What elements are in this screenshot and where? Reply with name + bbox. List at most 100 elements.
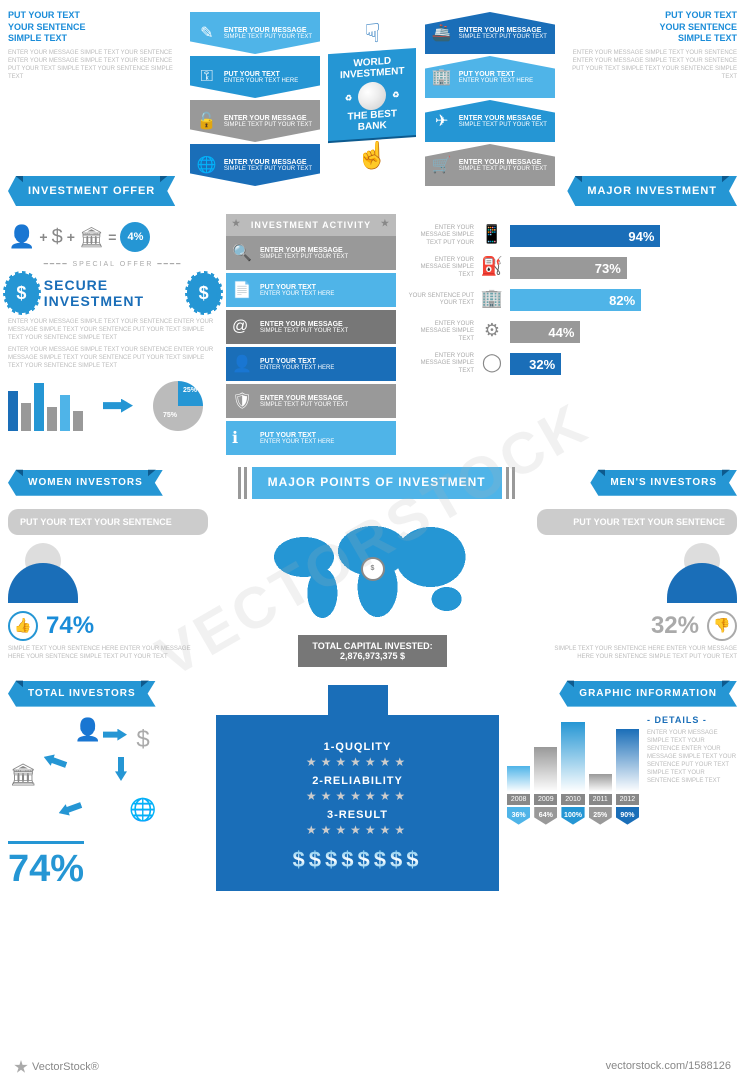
seal-icon: $	[8, 276, 36, 310]
pie-chart: 25% 75%	[153, 381, 203, 431]
top-section: PUT YOUR TEXTYOUR SENTENCESIMPLE TEXT EN…	[0, 0, 745, 186]
ribbon-major: MAJOR INVESTMENT	[567, 176, 737, 206]
chevron-item: ✎ENTER YOUR MESSAGESIMPLE TEXT PUT YOUR …	[190, 12, 320, 54]
activity-item: 🔍ENTER YOUR MESSAGESIMPLE TEXT PUT YOUR …	[226, 236, 396, 270]
flow-diagram: 👤 $ 🏛 🌐	[8, 715, 168, 835]
building-icon: 🏛	[79, 225, 104, 250]
chevron-icon: 🔓	[196, 110, 218, 132]
hand-up-icon: ☝	[356, 140, 388, 171]
mid-center: INVESTMENT ACTIVITY 🔍ENTER YOUR MESSAGES…	[226, 214, 396, 455]
activity-header: INVESTMENT ACTIVITY	[226, 214, 396, 236]
filler-text: SIMPLE TEXT YOUR SENTENCE HERE ENTER YOU…	[537, 645, 737, 661]
mid-right: ENTER YOUR MESSAGE SIMPLE TEXT PUT YOUR📱…	[404, 214, 737, 455]
globe-person-icon: 🌐	[128, 795, 158, 825]
year-chart: 200836%200964%2010100%201125%201290%	[507, 725, 639, 825]
filler-text: ENTER YOUR MESSAGE SIMPLE TEXT YOUR SENT…	[8, 346, 218, 370]
chevron-item: 🚢ENTER YOUR MESSAGESIMPLE TEXT PUT YOUR …	[425, 12, 555, 54]
chevron-list-right: 🚢ENTER YOUR MESSAGESIMPLE TEXT PUT YOUR …	[425, 12, 555, 186]
chevron-icon: 🛒	[431, 154, 453, 176]
filler-text: ENTER YOUR MESSAGE SIMPLE TEXT YOUR SENT…	[563, 49, 737, 81]
major-points-box: MAJOR POINTS OF INVESTMENT	[252, 467, 502, 499]
year-col: 201290%	[616, 729, 639, 825]
men-pct: 32% 👎	[537, 611, 737, 641]
chevron-item: 🛒ENTER YOUR MESSAGESIMPLE TEXT PUT YOUR …	[425, 144, 555, 186]
activity-icon: 👤	[232, 354, 252, 374]
seal-icon: $	[190, 276, 218, 310]
row-icon: ⛽	[480, 256, 504, 280]
ribbon-men: MEN'S INVESTORS	[590, 470, 737, 496]
arrow-icon	[103, 399, 133, 413]
quality-row: 3-RESULT★★★★★★★	[226, 809, 489, 837]
chevron-icon: ✎	[196, 22, 218, 44]
women-pct: 👍 74%	[8, 611, 208, 641]
mini-charts: 25% 75%	[8, 381, 218, 431]
chevron-item: ⚿PUT YOUR TEXTENTER YOUR TEXT HERE	[190, 56, 320, 98]
filler-text: ENTER YOUR MESSAGE SIMPLE TEXT YOUR SENT…	[8, 49, 182, 81]
ribbon-graphic: GRAPHIC INFORMATION	[559, 681, 737, 707]
secure-row: $ SECURE INVESTMENT $	[8, 276, 218, 310]
chevron-icon: 🏢	[431, 66, 453, 88]
activity-item: ℹPUT YOUR TEXTENTER YOUR TEXT HERE	[226, 421, 396, 455]
year-col: 201125%	[589, 774, 612, 825]
globe-icon	[359, 81, 387, 111]
activity-item: 👤PUT YOUR TEXTENTER YOUR TEXT HERE	[226, 347, 396, 381]
person-icon: 👤	[8, 224, 35, 250]
bot-left: 👤 $ 🏛 🌐 74%	[8, 715, 208, 891]
ribbon-total: TOTAL INVESTORS	[8, 681, 156, 707]
special-offer: ━━━━ SPECIAL OFFER ━━━━	[8, 260, 218, 268]
ribbon-row-2: WOMEN INVESTORS MAJOR POINTS OF INVESTME…	[0, 467, 745, 499]
chevron-item: 🔓ENTER YOUR MESSAGESIMPLE TEXT PUT YOUR …	[190, 100, 320, 142]
activity-item: @ENTER YOUR MESSAGESIMPLE TEXT PUT YOUR …	[226, 310, 396, 344]
header-text-left: PUT YOUR TEXTYOUR SENTENCESIMPLE TEXT	[8, 10, 182, 45]
chevron-icon: ⚿	[196, 66, 218, 88]
row-icon: ⚙	[480, 320, 504, 344]
mid-left: 👤+ $+ 🏛= 4% ━━━━ SPECIAL OFFER ━━━━ $ SE…	[8, 214, 218, 455]
chevron-list-left: ✎ENTER YOUR MESSAGESIMPLE TEXT PUT YOUR …	[190, 12, 320, 186]
ribbon-row-1: INVESTMENT OFFER MAJOR INVESTMENT	[0, 176, 745, 206]
activity-icon: @	[232, 318, 248, 336]
dollar-icon: $	[128, 725, 158, 755]
top-right-col: PUT YOUR TEXTYOUR SENTENCESIMPLE TEXT EN…	[563, 10, 737, 186]
pct-badge: 4%	[120, 222, 150, 252]
bot-right: 200836%200964%2010100%201125%201290% - D…	[507, 715, 737, 891]
year-col: 200836%	[507, 766, 530, 824]
details-header: - DETAILS -	[647, 715, 737, 725]
quality-row: 2-RELIABILITY★★★★★★★	[226, 775, 489, 803]
activity-icon: 🔍	[232, 243, 252, 263]
year-col: 2010100%	[561, 722, 584, 825]
chevron-icon: 🌐	[196, 154, 218, 176]
coin-icon: $	[361, 557, 385, 581]
speech-bubble: PUT YOUR TEXT YOUR SENTENCE	[537, 509, 737, 535]
filler-text: SIMPLE TEXT YOUR SENTENCE HERE ENTER YOU…	[8, 645, 208, 661]
dollar-icon: $	[52, 226, 63, 249]
bottom-section: 👤 $ 🏛 🌐 74% 1-QUQLITY★★★★★★★2-RELIABILIT…	[0, 707, 745, 899]
brand: VectorStock®	[14, 1060, 99, 1074]
percent-row: ENTER YOUR MESSAGE SIMPLE TEXT⚙44%	[404, 320, 737, 344]
percent-row: ENTER YOUR MESSAGE SIMPLE TEXT⛽73%	[404, 256, 737, 280]
image-id: vectorstock.com/1588126	[606, 1060, 731, 1074]
activity-icon: 📄	[232, 280, 252, 300]
thumbs-down-icon: 👎	[707, 611, 737, 641]
woman-avatar	[8, 543, 78, 603]
mid-section: 👤+ $+ 🏛= 4% ━━━━ SPECIAL OFFER ━━━━ $ SE…	[0, 206, 745, 463]
percent-row: ENTER YOUR MESSAGE SIMPLE TEXT◯32%	[404, 352, 737, 376]
women-col: PUT YOUR TEXT YOUR SENTENCE 👍 74% SIMPLE…	[8, 509, 208, 667]
chevron-item: ✈ENTER YOUR MESSAGESIMPLE TEXT PUT YOUR …	[425, 100, 555, 142]
world-banner: WORLD INVESTMENT ♻♻ THE BEST BANK	[328, 48, 416, 141]
mini-bar-chart	[8, 381, 83, 431]
man-avatar	[667, 543, 737, 603]
inv-center: $ TOTAL CAPITAL INVESTED:2,876,973,375 $	[216, 509, 529, 667]
activity-list: 🔍ENTER YOUR MESSAGESIMPLE TEXT PUT YOUR …	[226, 236, 396, 455]
footer: VectorStock® vectorstock.com/1588126	[0, 1060, 745, 1074]
percent-rows: ENTER YOUR MESSAGE SIMPLE TEXT PUT YOUR📱…	[404, 224, 737, 376]
year-col: 200964%	[534, 747, 557, 825]
chevron-icon: ✈	[431, 110, 453, 132]
big-74: 74%	[8, 841, 84, 891]
percent-row: YOUR SENTENCE PUT YOUR TEXT🏢82%	[404, 288, 737, 312]
percent-row: ENTER YOUR MESSAGE SIMPLE TEXT PUT YOUR📱…	[404, 224, 737, 248]
bank-icon: 🏛	[8, 760, 38, 790]
filler-text: ENTER YOUR MESSAGE SIMPLE TEXT YOUR SENT…	[647, 729, 737, 786]
header-text-right: PUT YOUR TEXTYOUR SENTENCESIMPLE TEXT	[563, 10, 737, 45]
men-col: PUT YOUR TEXT YOUR SENTENCE 32% 👎 SIMPLE…	[537, 509, 737, 667]
chevron-icon: 🚢	[431, 22, 453, 44]
